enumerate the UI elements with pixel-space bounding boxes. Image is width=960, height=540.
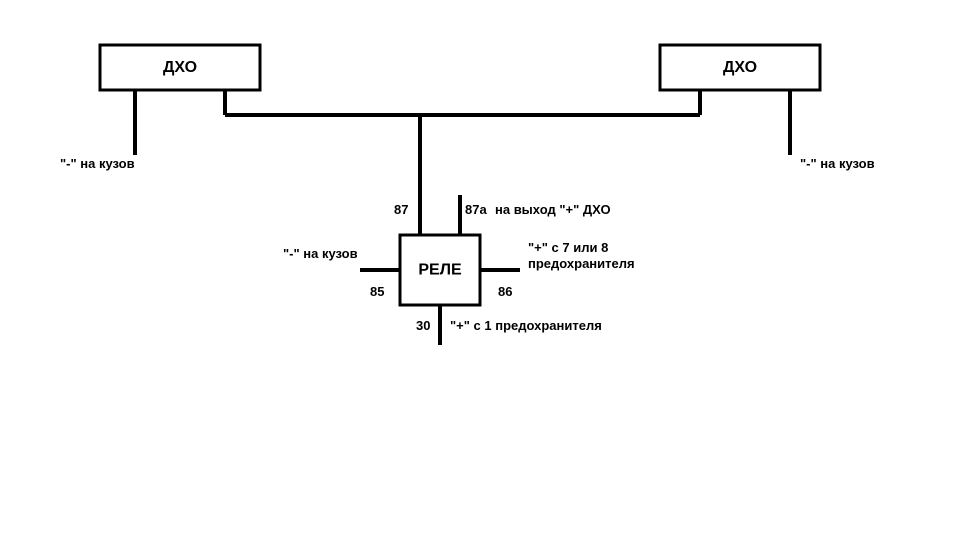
node-relay: РЕЛЕ — [400, 235, 480, 305]
label-fuse78b: предохранителя — [528, 256, 635, 271]
label-fuse1: "+" с 1 предохранителя — [450, 318, 602, 333]
node-relay-label: РЕЛЕ — [418, 262, 462, 279]
node-dho_left-label: ДХО — [163, 59, 197, 76]
label-out87a: на выход "+" ДХО — [495, 202, 611, 217]
label-fuse78a: "+" с 7 или 8 — [528, 240, 608, 255]
label-pin86: 86 — [498, 284, 512, 299]
node-dho_right-label: ДХО — [723, 59, 757, 76]
label-pin87: 87 — [394, 202, 408, 217]
node-dho_left: ДХО — [100, 45, 260, 90]
label-pin30: 30 — [416, 318, 430, 333]
label-gnd_left: "-" на кузов — [60, 156, 135, 171]
label-gnd85: "-" на кузов — [283, 246, 358, 261]
label-pin85: 85 — [370, 284, 384, 299]
label-gnd_right: "-" на кузов — [800, 156, 875, 171]
node-dho_right: ДХО — [660, 45, 820, 90]
label-pin87a: 87а — [465, 202, 487, 217]
